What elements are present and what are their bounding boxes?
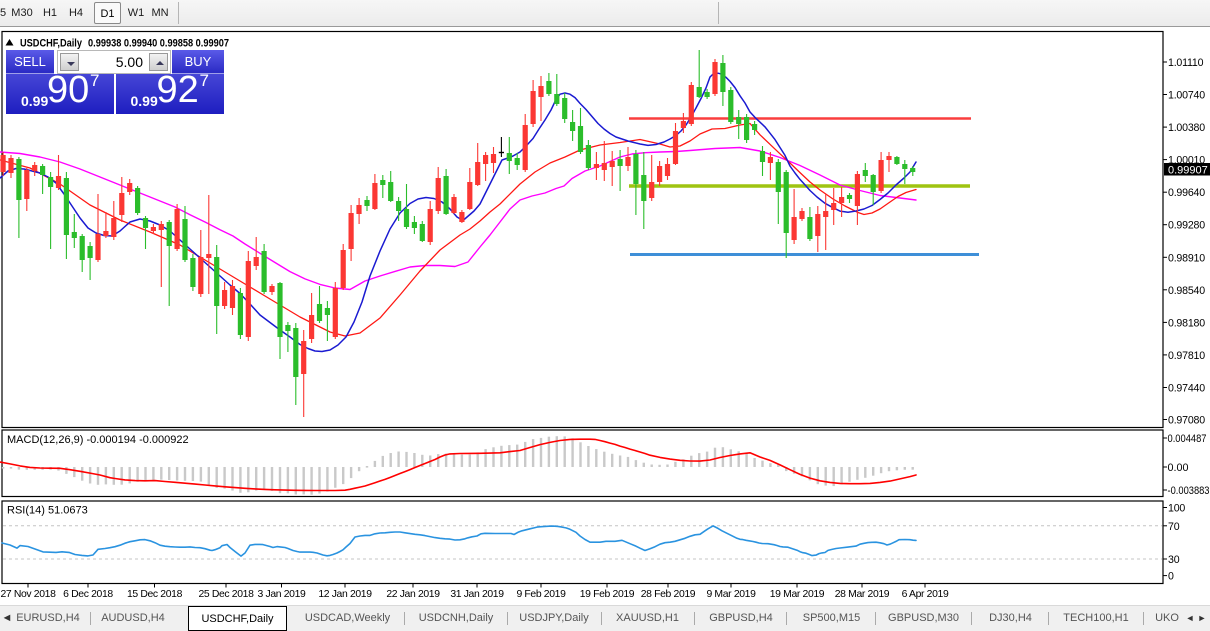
svg-text:0.98180: 0.98180 (1168, 317, 1205, 329)
svg-text:0.98910: 0.98910 (1168, 252, 1205, 264)
svg-text:15 Dec 2018: 15 Dec 2018 (127, 589, 183, 600)
svg-text:-0.003883: -0.003883 (1168, 485, 1210, 497)
svg-text:MACD(12,26,9) -0.000194 -0.000: MACD(12,26,9) -0.000194 -0.000922 (7, 434, 189, 446)
svg-text:25 Dec 2018: 25 Dec 2018 (198, 589, 254, 600)
svg-text:3 Jan 2019: 3 Jan 2019 (258, 589, 306, 600)
svg-text:0.99640: 0.99640 (1168, 187, 1205, 199)
svg-text:70: 70 (1168, 521, 1180, 533)
svg-text:27 Nov 2018: 27 Nov 2018 (0, 589, 56, 600)
svg-text:19 Feb 2019: 19 Feb 2019 (580, 589, 635, 600)
svg-text:1.01110: 1.01110 (1168, 57, 1204, 69)
svg-text:28 Feb 2019: 28 Feb 2019 (641, 589, 696, 600)
svg-text:RSI(14) 51.0673: RSI(14) 51.0673 (7, 505, 88, 517)
svg-text:0.004487: 0.004487 (1168, 433, 1207, 445)
svg-text:0.97080: 0.97080 (1168, 415, 1205, 427)
svg-text:9 Feb 2019: 9 Feb 2019 (516, 589, 566, 600)
svg-text:0.97440: 0.97440 (1168, 383, 1205, 395)
svg-text:100: 100 (1168, 503, 1185, 515)
svg-text:0.00: 0.00 (1168, 462, 1189, 474)
svg-text:22 Jan 2019: 22 Jan 2019 (386, 589, 440, 600)
svg-text:0.98540: 0.98540 (1168, 285, 1205, 297)
svg-text:1.00740: 1.00740 (1168, 90, 1205, 102)
svg-text:0.97810: 0.97810 (1168, 350, 1205, 362)
svg-text:19 Mar 2019: 19 Mar 2019 (770, 589, 825, 600)
svg-text:0: 0 (1168, 571, 1174, 583)
svg-text:12 Jan 2019: 12 Jan 2019 (318, 589, 372, 600)
svg-text:31 Jan 2019: 31 Jan 2019 (450, 589, 504, 600)
svg-text:0.99280: 0.99280 (1168, 220, 1205, 232)
svg-text:6 Apr 2019: 6 Apr 2019 (902, 589, 949, 600)
svg-text:28 Mar 2019: 28 Mar 2019 (835, 589, 890, 600)
svg-text:6 Dec 2018: 6 Dec 2018 (63, 589, 113, 600)
svg-text:9 Mar 2019: 9 Mar 2019 (706, 589, 756, 600)
svg-text:0.99938 0.99940 0.99858 0.9990: 0.99938 0.99940 0.99858 0.99907 (88, 38, 229, 50)
svg-text:0.99907: 0.99907 (1168, 165, 1208, 177)
svg-text:1.00380: 1.00380 (1168, 122, 1205, 134)
svg-text:30: 30 (1168, 554, 1180, 566)
svg-text:USDCHF,Daily: USDCHF,Daily (20, 38, 83, 50)
